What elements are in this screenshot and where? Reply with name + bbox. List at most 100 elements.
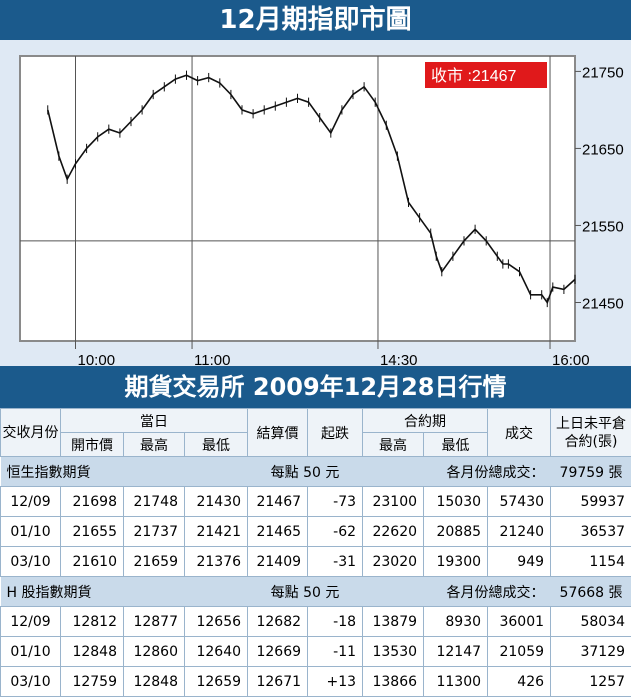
table-cell: 1257	[551, 667, 631, 697]
x-tick-label: 10:00	[78, 352, 116, 366]
header-oi: 上日未平倉合約(張)	[551, 409, 631, 457]
table-cell: -73	[308, 487, 363, 517]
table-cell: 21748	[124, 487, 185, 517]
page-title: 12月期指即市圖	[0, 0, 631, 40]
table-cell: 57430	[488, 487, 551, 517]
table-cell: -31	[308, 547, 363, 577]
x-tick-label: 11:00	[194, 352, 230, 366]
table-cell: 03/10	[1, 547, 61, 577]
table-cell: 21240	[488, 517, 551, 547]
section-total-value: 57668 張	[551, 577, 631, 607]
table-header-row-1: 交收月份 當日 結算價 起跌 合約期 成交 上日未平倉合約(張)	[1, 409, 631, 433]
table-cell: 426	[488, 667, 551, 697]
table-cell: 21659	[124, 547, 185, 577]
table-cell: 01/10	[1, 637, 61, 667]
table-cell: 21698	[61, 487, 124, 517]
table-cell: 12/09	[1, 487, 61, 517]
table-cell: 20885	[424, 517, 488, 547]
header-contract-high: 最高	[363, 433, 424, 457]
table-cell: 21655	[61, 517, 124, 547]
table-cell: 59937	[551, 487, 631, 517]
intraday-chart: 10:00 11:00 14:30 16:00 21750 21650 21550 21450…	[0, 40, 631, 366]
market-subtitle: 期貨交易所 2009年12月28日行情	[0, 366, 631, 408]
table-cell: 37129	[551, 637, 631, 667]
table-cell: +13	[308, 667, 363, 697]
table-cell: 12848	[61, 637, 124, 667]
table-cell: 58034	[551, 607, 631, 637]
y-tick-label: 21450	[582, 295, 624, 312]
table-cell: -11	[308, 637, 363, 667]
table-cell: 12671	[248, 667, 308, 697]
table-cell: 1154	[551, 547, 631, 577]
section-total-label: 各月份總成交：	[363, 577, 551, 607]
table-cell: 12656	[185, 607, 248, 637]
y-tick-label: 21550	[582, 218, 624, 235]
chart-svg: 10:00 11:00 14:30 16:00 21750 21650 21550 21450…	[0, 40, 631, 366]
section-name: 恒生指數期貨	[1, 457, 248, 487]
table-cell: 21430	[185, 487, 248, 517]
table-cell: 12860	[124, 637, 185, 667]
y-tick-label: 21650	[582, 141, 624, 158]
section-total-label: 各月份總成交：	[363, 457, 551, 487]
table-cell: 15030	[424, 487, 488, 517]
table-cell: 21737	[124, 517, 185, 547]
table-cell: 8930	[424, 607, 488, 637]
table-cell: 12640	[185, 637, 248, 667]
table-cell: 12759	[61, 667, 124, 697]
y-tick-label: 21750	[582, 64, 624, 81]
table-cell: 21610	[61, 547, 124, 577]
header-month: 交收月份	[1, 409, 61, 457]
table-cell: 949	[488, 547, 551, 577]
header-volume: 成交	[488, 409, 551, 457]
table-cell: 21467	[248, 487, 308, 517]
table-cell: 13530	[363, 637, 424, 667]
table-cell: 21376	[185, 547, 248, 577]
table-cell: 01/10	[1, 517, 61, 547]
table-cell: 12659	[185, 667, 248, 697]
section-unit: 每點 50 元	[248, 457, 363, 487]
section-unit: 每點 50 元	[248, 577, 363, 607]
table-cell: 36001	[488, 607, 551, 637]
section-total-value: 79759 張	[551, 457, 631, 487]
section-row: 恒生指數期貨每點 50 元各月份總成交：79759 張	[1, 457, 631, 487]
x-tick-label: 16:00	[552, 352, 590, 366]
table-cell: 21421	[185, 517, 248, 547]
header-high: 最高	[124, 433, 185, 457]
x-tick-label: 14:30	[380, 352, 418, 366]
table-cell: 12848	[124, 667, 185, 697]
header-contract-low: 最低	[424, 433, 488, 457]
table-cell: 36537	[551, 517, 631, 547]
close-badge-label: 收市 :21467	[431, 67, 516, 85]
table-cell: -62	[308, 517, 363, 547]
table-cell: 03/10	[1, 667, 61, 697]
table-cell: 12147	[424, 637, 488, 667]
header-today: 當日	[61, 409, 248, 433]
header-change: 起跌	[308, 409, 363, 457]
table-cell: 21465	[248, 517, 308, 547]
table-cell: 12682	[248, 607, 308, 637]
table-cell: 13866	[363, 667, 424, 697]
table-cell: 11300	[424, 667, 488, 697]
table-cell: 21409	[248, 547, 308, 577]
header-contract: 合約期	[363, 409, 488, 433]
header-open: 開市價	[61, 433, 124, 457]
table-cell: 21059	[488, 637, 551, 667]
header-settle: 結算價	[248, 409, 308, 457]
section-name: H 股指數期貨	[1, 577, 248, 607]
header-low: 最低	[185, 433, 248, 457]
table-cell: -18	[308, 607, 363, 637]
table-cell: 12669	[248, 637, 308, 667]
table-cell: 22620	[363, 517, 424, 547]
table-cell: 12877	[124, 607, 185, 637]
table-cell: 13879	[363, 607, 424, 637]
table-cell: 12812	[61, 607, 124, 637]
futures-table: 交收月份 當日 結算價 起跌 合約期 成交 上日未平倉合約(張) 開市價 最高 …	[0, 408, 631, 697]
table-cell: 23020	[363, 547, 424, 577]
table-cell: 19300	[424, 547, 488, 577]
